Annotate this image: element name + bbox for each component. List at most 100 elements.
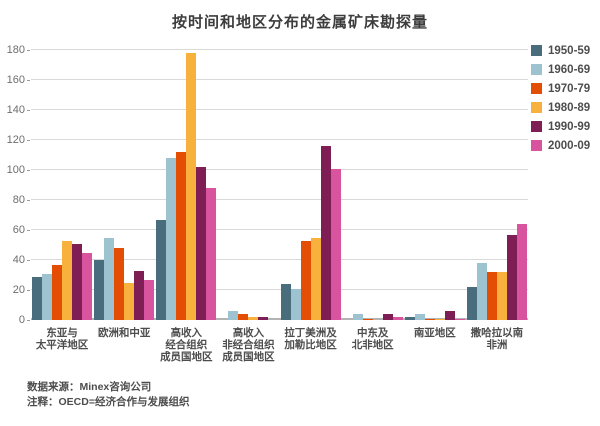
legend-swatch-icon: [531, 64, 542, 75]
bar-1970-79: [486, 272, 497, 320]
bar-2000-09: [330, 168, 341, 320]
y-axis-tick-mark: [27, 290, 30, 291]
bar-1980-89: [434, 318, 445, 320]
y-axis-tick-label-180: 180: [6, 44, 25, 56]
bar-1980-89: [248, 317, 259, 320]
bar-1960-69: [476, 263, 487, 320]
legend-label: 1980-89: [548, 101, 591, 114]
y-axis-tick-mark: [27, 230, 30, 231]
y-axis-tick-label-40: 40: [12, 254, 25, 266]
legend-label: 1950-59: [548, 44, 591, 57]
bar-1970-79: [52, 264, 63, 320]
x-axis-category-label: 高收入 非经合组织 成员国地区: [222, 327, 275, 363]
bar-1990-99: [134, 270, 145, 320]
footer: 数据来源：Minex咨询公司 注释：OECD=经济合作与发展组织: [27, 380, 189, 410]
bar-2000-09: [206, 188, 217, 320]
bar-1990-99: [258, 317, 269, 320]
x-axis-category-label: 拉丁美洲及 加勒比地区: [284, 327, 337, 351]
y-axis-tick-mark: [27, 110, 30, 111]
gridline-160: [31, 79, 528, 80]
gridline-120: [31, 139, 528, 140]
bar-1980-89: [124, 282, 135, 320]
gridline-100: [31, 169, 528, 170]
legend-swatch-icon: [531, 102, 542, 113]
legend-swatch-icon: [531, 83, 542, 94]
legend-item-1980-89: 1980-89: [531, 98, 590, 117]
y-axis-tick-mark: [27, 170, 30, 171]
legend-label: 1960-69: [548, 63, 591, 76]
bar-1970-79: [176, 152, 187, 320]
bar-1990-99: [444, 311, 455, 320]
legend-label: 1990-99: [548, 120, 591, 133]
bar-1990-99: [506, 234, 517, 320]
bar-1950-59: [280, 284, 291, 320]
y-axis-tick-mark: [27, 80, 30, 81]
x-axis-category-label: 南亚地区: [413, 327, 456, 339]
gridline-40: [31, 259, 528, 260]
oecd-note: 注释：OECD=经济合作与发展组织: [27, 396, 190, 408]
gridline-80: [31, 199, 528, 200]
legend: 1950-59 1960-69 1970-79 1980-89 1990-99 2000-…: [531, 41, 590, 155]
bar-group-7: [466, 224, 528, 320]
bar-group-3: [217, 311, 279, 320]
x-axis-category-label: 高收入 经合组织 成员国地区: [160, 327, 213, 363]
chart-title: 按时间和地区分布的金属矿床勘探量: [171, 14, 428, 31]
bar-1970-79: [114, 248, 125, 320]
bar-1990-99: [196, 167, 207, 320]
legend-label: 1970-79: [548, 82, 591, 95]
legend-item-1960-69: 1960-69: [531, 60, 590, 79]
bar-1980-89: [496, 272, 507, 320]
bar-1980-89: [62, 240, 73, 320]
legend-label: 2000-09: [548, 139, 591, 152]
data-source-note: 数据来源：Minex咨询公司: [27, 381, 152, 393]
y-axis-tick-label-100: 100: [6, 164, 25, 176]
bar-2000-09: [392, 317, 403, 320]
legend-item-1990-99: 1990-99: [531, 117, 590, 136]
y-axis-tick-mark: [27, 320, 30, 321]
bar-2000-09: [454, 318, 465, 320]
bar-1960-69: [228, 311, 239, 320]
bar-1960-69: [352, 314, 363, 320]
x-axis-category-label: 中东及 北非地区: [351, 327, 394, 351]
bar-group-6: [404, 311, 466, 320]
bar-1990-99: [382, 314, 393, 320]
bar-group-0: [31, 240, 93, 320]
x-axis-category-label: 欧洲和中亚: [97, 327, 151, 339]
y-axis-tick-mark: [27, 140, 30, 141]
y-axis-tick-label-120: 120: [6, 134, 25, 146]
bar-1950-59: [156, 219, 167, 320]
y-axis-tick-label-0: 0: [18, 314, 25, 326]
bar-1980-89: [186, 53, 197, 320]
gridline-0: [31, 318, 528, 320]
legend-item-1950-59: 1950-59: [531, 41, 590, 60]
gridline-180: [31, 49, 528, 50]
bar-1960-69: [104, 237, 115, 320]
gridline-20: [31, 289, 528, 290]
bar-1980-89: [310, 237, 321, 320]
bar-1990-99: [320, 146, 331, 320]
y-axis-tick-mark: [27, 50, 30, 51]
legend-item-1970-79: 1970-79: [531, 79, 590, 98]
bar-1950-59: [94, 260, 105, 320]
y-axis-tick-mark: [27, 200, 30, 201]
bar-1970-79: [300, 240, 311, 320]
y-axis-tick-label-140: 140: [6, 104, 25, 116]
bar-1960-69: [290, 288, 301, 320]
bar-1960-69: [42, 273, 53, 320]
bar-group-2: [155, 53, 217, 320]
bar-1950-59: [466, 287, 477, 320]
gridline-140: [31, 109, 528, 110]
bar-1970-79: [238, 314, 249, 320]
bar-2000-09: [144, 279, 155, 320]
x-axis-category-label: 东亚与 太平洋地区: [35, 327, 89, 351]
bar-1970-79: [424, 318, 435, 320]
y-axis-tick-label-60: 60: [12, 224, 25, 236]
y-axis-tick-mark: [27, 260, 30, 261]
bar-group-5: [342, 314, 404, 320]
gridline-60: [31, 229, 528, 230]
bar-1990-99: [72, 243, 83, 320]
bar-1950-59: [404, 317, 415, 320]
y-axis-tick-label-160: 160: [6, 74, 25, 86]
bar-1960-69: [166, 158, 177, 320]
